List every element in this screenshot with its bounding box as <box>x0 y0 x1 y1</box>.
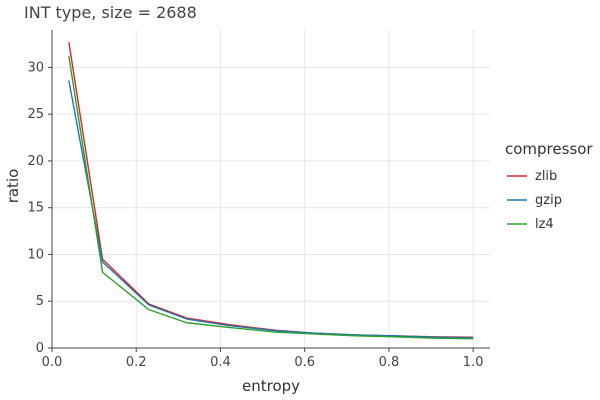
y-tick-label: 0 <box>36 341 44 356</box>
y-tick-label: 25 <box>27 107 44 122</box>
y-tick-label: 30 <box>27 60 44 75</box>
ticks: 0.0 0.2 0.4 0.6 0.8 1.0 0 5 10 15 20 25 30 <box>27 60 483 370</box>
series-line-zlib <box>68 42 474 338</box>
legend-title: compressor <box>505 140 593 158</box>
x-tick-label: 0.4 <box>210 355 231 370</box>
x-tick-label: 0.2 <box>126 355 147 370</box>
legend-label-gzip: gzip <box>535 193 562 208</box>
legend-label-zlib: zlib <box>535 169 557 184</box>
chart-title: INT type, size = 2688 <box>24 3 197 22</box>
y-tick-label: 15 <box>27 201 44 216</box>
series-line-gzip <box>68 80 474 339</box>
series-lines <box>68 42 474 340</box>
x-tick-label: 0.6 <box>294 355 315 370</box>
axes <box>51 30 490 349</box>
legend: compressor zlib gzip lz4 <box>505 140 593 232</box>
y-axis-title: ratio <box>4 169 22 204</box>
y-tick-label: 10 <box>27 247 44 262</box>
x-tick-label: 1.0 <box>463 355 484 370</box>
y-tick-label: 20 <box>27 154 44 169</box>
legend-label-lz4: lz4 <box>535 217 554 232</box>
series-line-lz4 <box>68 56 474 340</box>
x-tick-label: 0.0 <box>42 355 63 370</box>
x-axis-title: entropy <box>242 377 300 395</box>
grid <box>51 30 490 349</box>
x-tick-label: 0.8 <box>379 355 400 370</box>
y-tick-label: 5 <box>36 294 44 309</box>
